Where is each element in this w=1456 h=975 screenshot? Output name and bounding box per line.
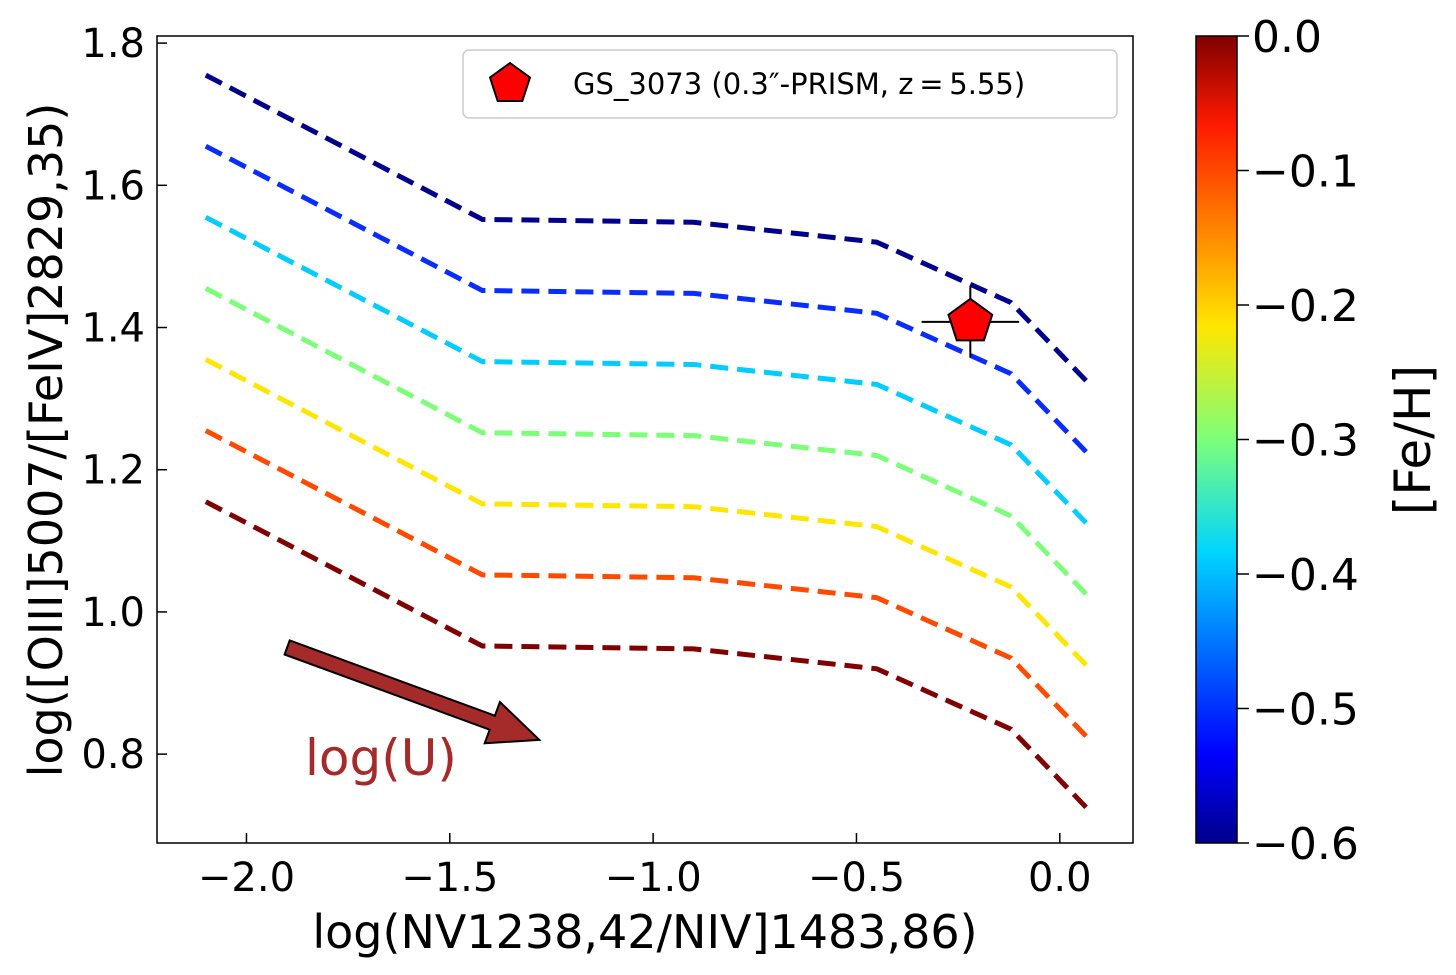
colorbar-tick-label: −0.4: [1252, 550, 1359, 601]
colorbar-label: [Fe/H]: [1384, 365, 1442, 515]
x-axis-label: log(NV1238,42/NIV]1483,86): [312, 905, 977, 959]
y-tick-label: 0.8: [81, 732, 145, 778]
legend-box: [462, 49, 1118, 119]
series-line-6: [204, 499, 1091, 812]
colorbar: [1195, 35, 1238, 844]
series-layer: [204, 72, 1091, 812]
series-line-1: [204, 143, 1091, 456]
x-tick-label: −1.5: [401, 855, 498, 901]
arrow-label-log-u: log(U): [305, 729, 457, 787]
x-tick-label: −1.0: [605, 855, 702, 901]
series-line-4: [204, 357, 1091, 670]
colorbar-tick-label: −0.1: [1252, 147, 1359, 198]
y-tick-label: 1.4: [81, 306, 145, 352]
y-axis-label: log([OIII]5007/[FeIV]2829,35): [19, 103, 73, 778]
legend-pentagon-marker: [488, 61, 532, 102]
series-line-0: [204, 72, 1091, 385]
colorbar-ticks: 0.0 −0.1 −0.2 −0.3 −0.4 −0.5 −0.6: [1237, 12, 1359, 870]
x-tick-label: −0.5: [808, 855, 905, 901]
series-line-2: [204, 215, 1091, 527]
colorbar-tick-label: −0.6: [1252, 819, 1359, 870]
colorbar-tick-label: −0.3: [1252, 416, 1359, 467]
colorbar-tick-label: −0.5: [1252, 685, 1359, 736]
arrow-log-u: [283, 639, 542, 745]
y-tick-label: 1.0: [81, 590, 145, 636]
data-point-layer: [921, 286, 1020, 358]
x-tick-label: 0.0: [1028, 855, 1092, 901]
colorbar-tick-label: −0.2: [1252, 281, 1359, 332]
series-line-3: [204, 286, 1091, 599]
y-tick-label: 1.8: [81, 21, 145, 67]
legend: GS_3073 (0.3″-PRISM, z = 5.55): [462, 49, 1118, 119]
y-tick-label: 1.2: [81, 448, 145, 494]
y-tick-label: 1.6: [81, 163, 145, 209]
ticks-layer: −2.0 −1.5 −1.0 −0.5 0.0 0.8 1.0 1.2 1.4 1.6 1.8: [81, 21, 1091, 901]
series-line-5: [204, 428, 1091, 741]
legend-entry-label: GS_3073 (0.3″-PRISM, z = 5.55): [573, 67, 1025, 101]
arrow-annotation: log(U): [283, 639, 542, 787]
data-point-gs3073: [947, 297, 994, 342]
colorbar-tick-label: 0.0: [1252, 12, 1322, 63]
plot-frame: [156, 35, 1134, 844]
x-tick-label: −2.0: [198, 855, 295, 901]
